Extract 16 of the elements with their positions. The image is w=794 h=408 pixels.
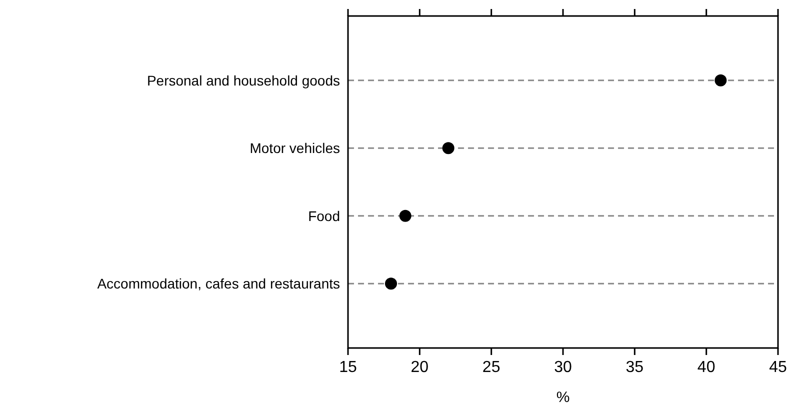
x-tick-label: 15: [339, 359, 357, 376]
x-tick-label: 35: [626, 359, 644, 376]
y-tick-label: Motor vehicles: [250, 140, 340, 156]
y-tick-label: Food: [308, 208, 340, 224]
x-axis-title: %: [556, 389, 570, 406]
x-tick-label: 30: [554, 359, 572, 376]
point: [385, 278, 397, 290]
x-tick-label: 20: [410, 359, 429, 376]
point: [442, 142, 454, 154]
y-tick-label: Personal and household goods: [146, 72, 340, 88]
x-tick-label: 40: [697, 359, 716, 376]
x-tick-label: 25: [482, 359, 500, 376]
y-tick-label: Accommodation, cafes and restaurants: [97, 276, 340, 292]
x-tick-label: 45: [769, 359, 787, 376]
point: [399, 210, 412, 222]
point: [714, 74, 727, 86]
